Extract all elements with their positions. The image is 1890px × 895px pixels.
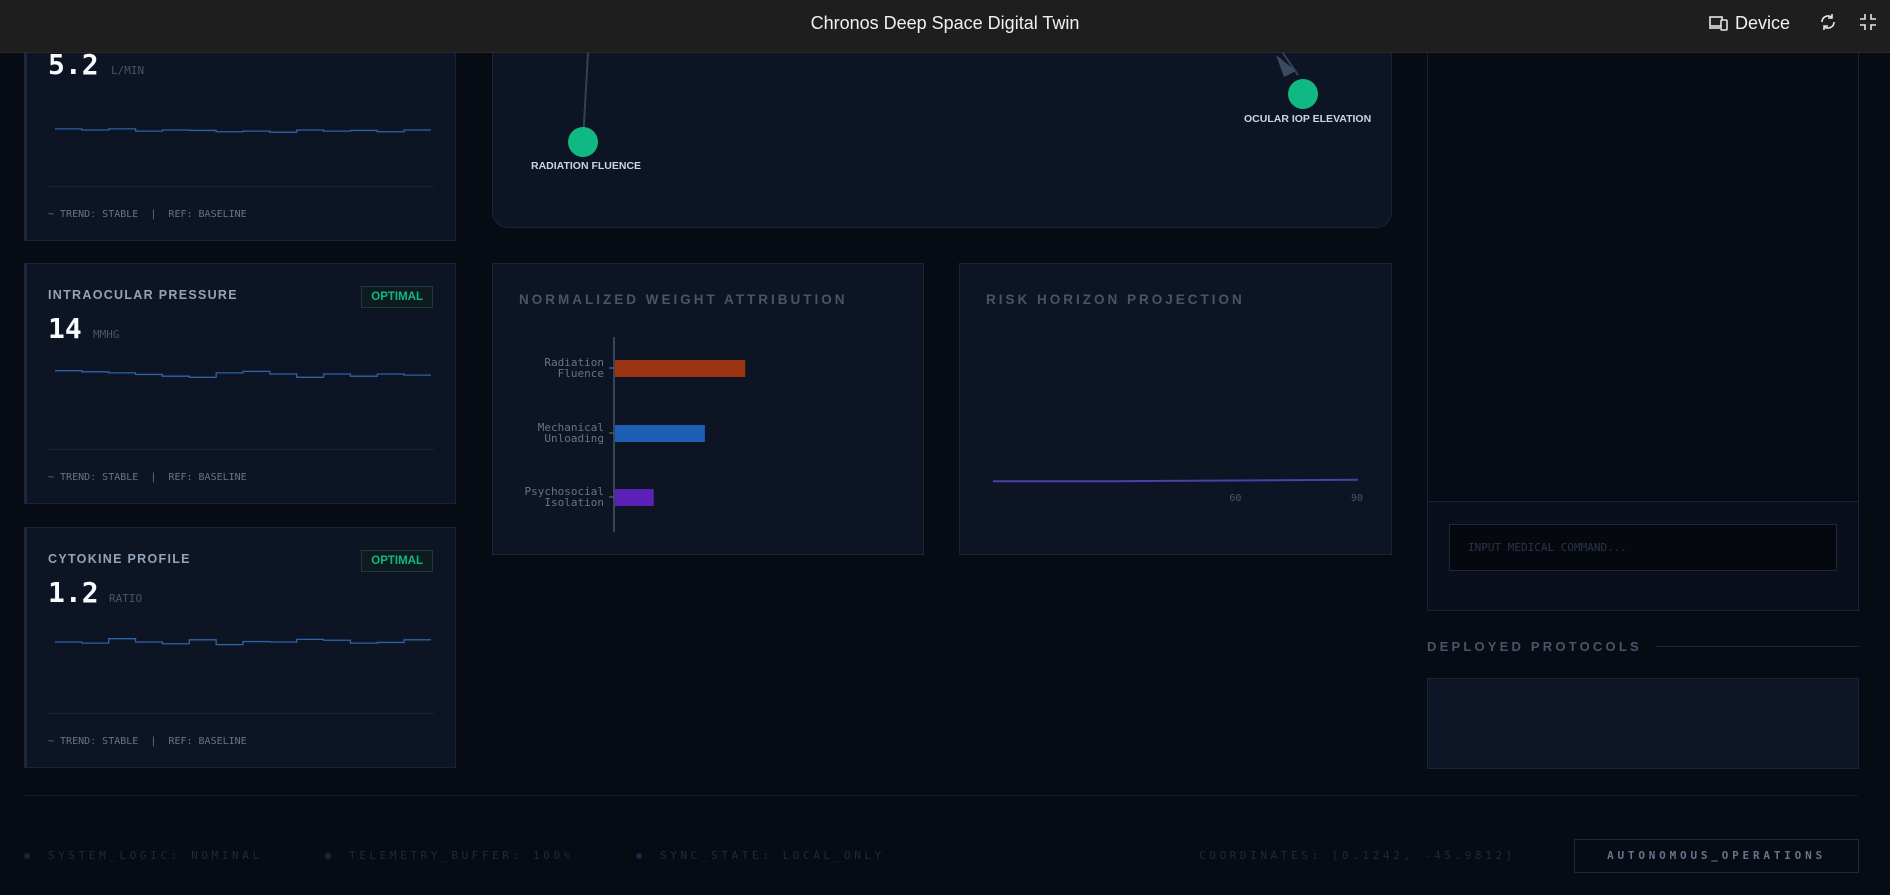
coordinates-readout: COORDINATES: [0.1242, -45.9812] <box>1199 849 1516 862</box>
metric-footer: ~ TRENDː STABLE | REF: BASELINE <box>48 186 434 240</box>
status-badge: OPTIMAL <box>361 286 433 308</box>
metric-unit: RATIO <box>109 592 143 605</box>
risk-line-chart <box>993 478 1359 483</box>
chart-title: RISK HORIZON PROJECTION <box>986 292 1245 307</box>
network-graph <box>568 53 1318 157</box>
weight-bar-chart <box>609 337 746 532</box>
network-edge <box>582 53 589 142</box>
divider <box>1655 646 1859 647</box>
status-dot-icon <box>24 853 30 859</box>
metric-label: CYTOKINE PROFILE <box>48 552 191 566</box>
bar-2[interactable] <box>615 489 654 506</box>
metric-card-intraocular-pressure: INTRAOCULAR PRESSURE OPTIMAL 14 MMHG ~ T… <box>24 263 456 504</box>
risk-series-line <box>993 478 1359 483</box>
x-tick-label: 60 <box>1229 493 1242 504</box>
device-toggle-button[interactable]: Device <box>1709 12 1790 34</box>
device-label: Device <box>1735 12 1791 33</box>
console-log-area <box>1428 53 1858 501</box>
metric-sparkline <box>55 638 431 646</box>
status-sync: SYNC_STATE: LOCAL_ONLY <box>636 849 885 862</box>
medical-console-panel <box>1427 53 1859 611</box>
device-icon <box>1709 16 1728 31</box>
weight-attribution-panel: NORMALIZED WEIGHT ATTRIBUTION Radiation F… <box>492 263 924 555</box>
trend-text: ~ TRENDː STABLE <box>48 209 139 220</box>
metric-label: INTRAOCULAR PRESSURE <box>48 288 238 302</box>
bar-0[interactable] <box>615 360 746 377</box>
window-titlebar: Chronos Deep Space Digital Twin Device <box>0 0 1890 53</box>
x-tick-label: 90 <box>1351 493 1364 504</box>
metric-unit: MMHG <box>93 328 120 341</box>
status-text: SYSTEM_LOGIC: NOMINAL <box>48 849 263 862</box>
metric-unit: L/MIN <box>111 64 145 77</box>
network-edge <box>1282 53 1299 76</box>
metric-value: 5.2 <box>48 48 99 81</box>
ref-text: REF: BASELINE <box>168 736 247 747</box>
metric-card-flow: 5.2 L/MIN ~ TRENDː STABLE | REF: BASELIN… <box>24 48 456 241</box>
status-telemetry: TELEMETRY_BUFFER: 100% <box>325 849 574 862</box>
footer-divider <box>24 795 1858 796</box>
causal-network-panel: RADIATION FLUENCE OCULAR IOP ELEVATION <box>492 53 1392 228</box>
autonomous-operations-button[interactable]: AUTONOMOUS_OPERATIONS <box>1574 839 1859 873</box>
status-dot-icon <box>636 853 642 859</box>
trend-text: ~ TRENDː STABLE <box>48 472 139 483</box>
node-radiation-fluence[interactable] <box>568 127 598 157</box>
sparkline-path <box>55 128 431 133</box>
console-input-area <box>1428 501 1858 610</box>
node-label: RADIATION FLUENCE <box>531 160 642 172</box>
deployed-protocols-list <box>1427 678 1859 769</box>
metric-footer: ~ TRENDː STABLE | REF: BASELINE <box>48 713 434 767</box>
metric-card-cytokine-profile: CYTOKINE PROFILE OPTIMAL 1.2 RATIO ~ TRE… <box>24 527 456 768</box>
status-text: TELEMETRY_BUFFER: 100% <box>349 849 574 862</box>
sparkline-path <box>55 370 431 378</box>
medical-command-input[interactable] <box>1449 524 1837 571</box>
bar-1[interactable] <box>615 425 705 442</box>
status-system-logic: SYSTEM_LOGIC: NOMINAL <box>24 849 263 862</box>
metric-value: 1.2 <box>48 576 99 609</box>
sparkline-path <box>55 638 431 646</box>
protocols-title: DEPLOYED PROTOCOLS <box>1427 639 1642 654</box>
bar-category-label: Psychosocial Isolation <box>524 485 604 509</box>
node-label: OCULAR IOP ELEVATION <box>1244 113 1372 125</box>
trend-text: ~ TRENDː STABLE <box>48 736 139 747</box>
app-title: Chronos Deep Space Digital Twin <box>810 13 1080 33</box>
ref-text: REF: BASELINE <box>168 209 247 220</box>
metric-sparkline <box>55 370 431 378</box>
refresh-icon[interactable] <box>1818 12 1838 32</box>
status-badge: OPTIMAL <box>361 550 433 572</box>
metric-value: 14 <box>48 312 82 345</box>
edge-arrow-icon <box>1276 55 1296 77</box>
risk-horizon-panel: RISK HORIZON PROJECTION 60 90 <box>959 263 1392 555</box>
metric-sparkline <box>55 128 431 133</box>
status-text: SYNC_STATE: LOCAL_ONLY <box>660 849 885 862</box>
ref-text: REF: BASELINE <box>168 472 247 483</box>
bar-category-label: Radiation Fluence <box>544 356 604 380</box>
status-dot-icon <box>325 853 331 859</box>
metric-footer: ~ TRENDː STABLE | REF: BASELINE <box>48 449 434 503</box>
bar-category-label: Mechanical Unloading <box>537 421 604 445</box>
fullscreen-exit-icon[interactable] <box>1858 12 1878 32</box>
node-ocular-iop-elevation[interactable] <box>1288 79 1318 109</box>
chart-title: NORMALIZED WEIGHT ATTRIBUTION <box>519 292 848 307</box>
